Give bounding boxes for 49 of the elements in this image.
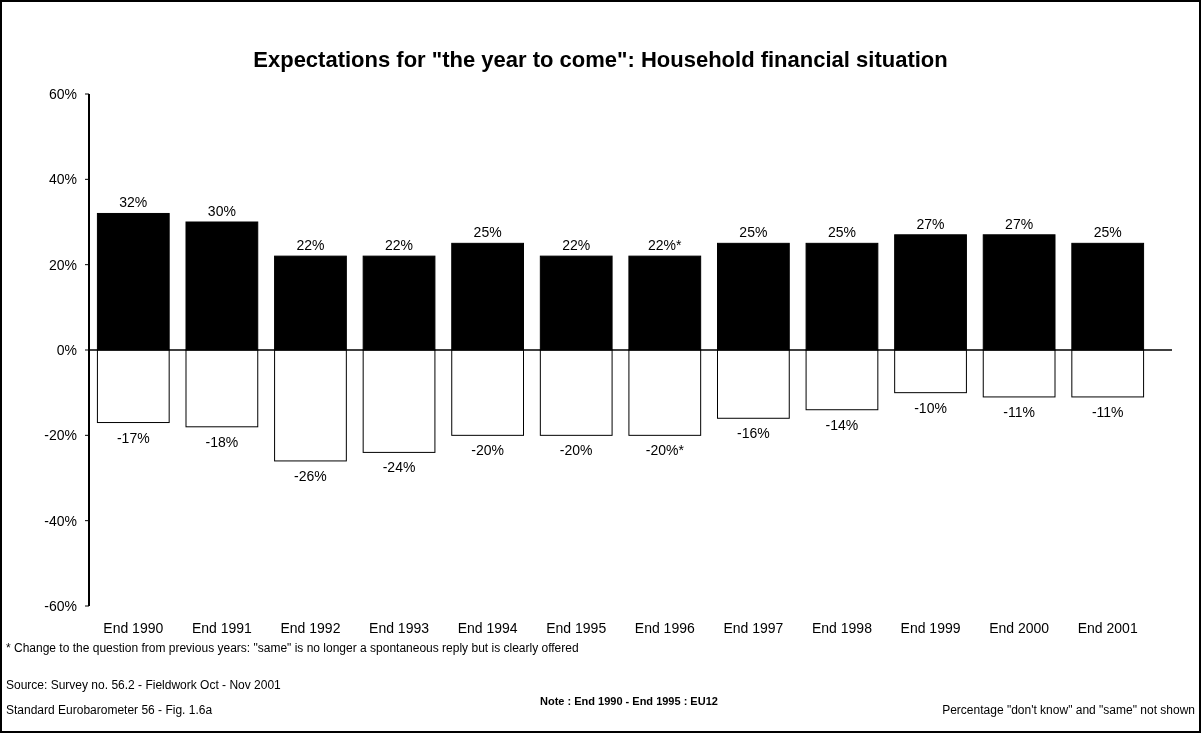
data-label: -11% xyxy=(1003,403,1035,420)
source-note: Source: Survey no. 56.2 - Fieldwork Oct - Nov 2001 xyxy=(6,678,282,692)
x-tick-label: End 2001 xyxy=(1077,620,1138,636)
x-tick-label: End 1999 xyxy=(900,620,961,636)
data-label: -11% xyxy=(1091,403,1124,420)
data-label: 25% xyxy=(473,224,502,241)
text: Standard Eurobarometer 56 - Fig. 1.6a xyxy=(6,703,213,717)
data-label: -14% xyxy=(825,416,859,433)
text: Note : End 1990 - End 1995 : EU12 xyxy=(540,695,718,707)
data-label: 25% xyxy=(739,224,768,241)
data-label: -16% xyxy=(737,425,770,442)
x-tick-label: End 1991 xyxy=(191,620,253,636)
data-label: 22% xyxy=(296,237,325,254)
data-label: 27% xyxy=(1005,215,1034,232)
y-tick-label: 60% xyxy=(48,86,77,102)
chart-title: Expectations for "the year to come": Household financial situation xyxy=(253,47,948,72)
x-tick-label: End 2000 xyxy=(989,620,1050,636)
x-tick-label: End 1994 xyxy=(457,620,518,636)
data-label: 22%* xyxy=(648,237,683,254)
x-tick-label: End 1990 xyxy=(103,620,164,636)
data-label: 32% xyxy=(119,194,148,211)
y-tick-label: -40% xyxy=(44,512,77,529)
data-label: 30% xyxy=(207,203,236,219)
x-tick-label: End 1998 xyxy=(811,620,873,636)
y-tick-label: 20% xyxy=(48,256,77,273)
data-label: -18% xyxy=(205,433,239,450)
data-label: 25% xyxy=(827,224,856,241)
data-label: 25% xyxy=(1093,224,1122,241)
data-label: -26% xyxy=(294,467,327,484)
y-tick-label: -20% xyxy=(44,427,77,444)
x-tick-label: End 1996 xyxy=(634,620,695,636)
data-label: 27% xyxy=(916,215,945,232)
y-tick-label: 40% xyxy=(48,171,77,188)
x-tick-label: End 1992 xyxy=(280,620,341,636)
data-label: 22% xyxy=(562,237,591,254)
text: * Change to the question from previous years: "same" is no longer a spontaneous reply but is clearly offered xyxy=(6,641,579,655)
data-label: -17% xyxy=(116,429,150,446)
x-tick-label: End 1995 xyxy=(546,620,607,636)
data-label: -10% xyxy=(914,399,947,416)
data-label: 22% xyxy=(385,237,414,254)
x-tick-label: End 1997 xyxy=(723,620,784,636)
text: Percentage "don't know" and "same" not shown xyxy=(942,703,1195,717)
data-label: -20%* xyxy=(645,442,685,459)
x-tick-label: End 1993 xyxy=(369,620,430,636)
y-tick-label: 0% xyxy=(56,342,77,358)
data-label: -24% xyxy=(382,459,416,476)
data-label: -20% xyxy=(471,442,504,459)
y-tick-label: -60% xyxy=(44,598,77,614)
data-label: -20% xyxy=(559,442,593,459)
